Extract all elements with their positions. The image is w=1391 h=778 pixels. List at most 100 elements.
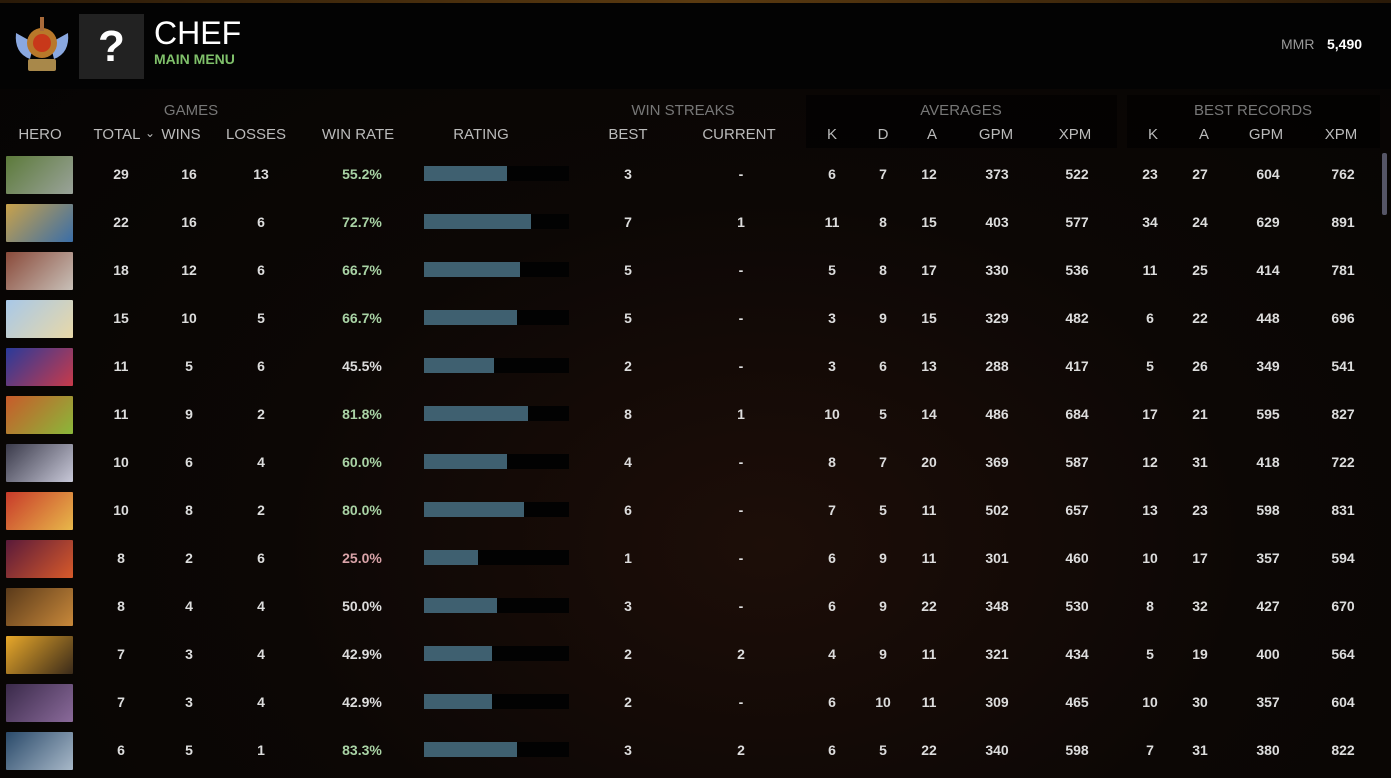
col-avg-gpm[interactable]: GPM: [978, 126, 1014, 143]
cell-k: 8: [828, 454, 836, 470]
cell-a: 11: [921, 502, 937, 518]
cell-ba: 31: [1192, 454, 1208, 470]
cell-bgpm: 418: [1256, 454, 1280, 470]
table-row[interactable]: 8 4 4 50.0% 3 - 6 9 22 348 530 8 32 427 670: [0, 583, 1380, 631]
cell-xpm: 577: [1065, 214, 1089, 230]
hero-portrait[interactable]: [6, 732, 73, 770]
cell-a: 13: [921, 358, 937, 374]
cell-bxpm: 604: [1331, 694, 1355, 710]
col-best-streak[interactable]: BEST: [608, 126, 648, 143]
cell-bgpm: 357: [1256, 694, 1280, 710]
cell-total: 6: [117, 742, 125, 758]
col-rating[interactable]: RATING: [453, 126, 509, 143]
cell-win-rate: 66.7%: [342, 310, 382, 326]
cell-a: 20: [921, 454, 937, 470]
cell-best: 1: [624, 550, 632, 566]
cell-d: 6: [879, 358, 887, 374]
table-row[interactable]: 6 5 1 83.3% 3 2 6 5 22 340 598 7 31 380 822: [0, 727, 1380, 775]
table-row[interactable]: 7 3 4 42.9% 2 2 4 9 11 321 434 5 19 400 564: [0, 631, 1380, 679]
cell-bk: 5: [1146, 646, 1154, 662]
col-best-k[interactable]: K: [1147, 126, 1159, 143]
rating-bar: [424, 358, 569, 373]
cell-bxpm: 891: [1331, 214, 1355, 230]
table-row[interactable]: 8 2 6 25.0% 1 - 6 9 11 301 460 10 17 357 594: [0, 535, 1380, 583]
cell-bk: 10: [1142, 550, 1158, 566]
cell-k: 3: [828, 310, 836, 326]
cell-d: 5: [879, 742, 887, 758]
table-row[interactable]: 18 12 6 66.7% 5 - 5 8 17 330 536 11 25 414 781: [0, 247, 1380, 295]
cell-ba: 24: [1192, 214, 1208, 230]
cell-a: 15: [921, 214, 937, 230]
col-avg-xpm[interactable]: XPM: [1058, 126, 1092, 143]
cell-wins: 5: [185, 742, 193, 758]
cell-gpm: 329: [985, 310, 1009, 326]
cell-gpm: 330: [985, 262, 1009, 278]
table-row[interactable]: 29 16 13 55.2% 3 - 6 7 12 373 522 23 27 604 762: [0, 151, 1380, 199]
hero-portrait[interactable]: [6, 252, 73, 290]
cell-win-rate: 72.7%: [342, 214, 382, 230]
hero-portrait[interactable]: [6, 444, 73, 482]
cell-bxpm: 594: [1331, 550, 1355, 566]
cell-bk: 34: [1142, 214, 1158, 230]
cell-gpm: 301: [985, 550, 1009, 566]
cell-ba: 31: [1192, 742, 1208, 758]
col-hero[interactable]: HERO: [18, 126, 62, 143]
col-wins[interactable]: WINS: [161, 126, 201, 143]
table-row[interactable]: 22 16 6 72.7% 7 1 11 8 15 403 577 34 24 629 891: [0, 199, 1380, 247]
cell-total: 15: [113, 310, 129, 326]
hero-portrait[interactable]: [6, 588, 73, 626]
table-row[interactable]: 10 6 4 60.0% 4 - 8 7 20 369 587 12 31 418 722: [0, 439, 1380, 487]
player-name: CHEF: [154, 15, 242, 51]
cell-total: 10: [113, 454, 129, 470]
cell-win-rate: 83.3%: [342, 742, 382, 758]
rating-bar: [424, 166, 569, 181]
hero-portrait[interactable]: [6, 300, 73, 338]
cell-a: 17: [921, 262, 937, 278]
col-avg-d[interactable]: D: [877, 126, 889, 143]
hero-portrait[interactable]: [6, 396, 73, 434]
col-avg-k[interactable]: K: [826, 126, 838, 143]
table-row[interactable]: 15 10 5 66.7% 5 - 3 9 15 329 482 6 22 448 696: [0, 295, 1380, 343]
player-status: MAIN MENU: [154, 51, 235, 67]
cell-k: 6: [828, 742, 836, 758]
group-games: GAMES: [163, 102, 219, 119]
col-best-a[interactable]: A: [1198, 126, 1210, 143]
scrollbar[interactable]: [1382, 153, 1387, 215]
hero-portrait[interactable]: [6, 204, 73, 242]
hero-portrait[interactable]: [6, 492, 73, 530]
cell-a: 15: [921, 310, 937, 326]
cell-bgpm: 357: [1256, 550, 1280, 566]
col-current-streak[interactable]: CURRENT: [702, 126, 776, 143]
cell-total: 7: [117, 646, 125, 662]
hero-portrait[interactable]: [6, 540, 73, 578]
table-row[interactable]: 11 9 2 81.8% 8 1 10 5 14 486 684 17 21 595 827: [0, 391, 1380, 439]
col-avg-a[interactable]: A: [926, 126, 938, 143]
col-best-xpm[interactable]: XPM: [1324, 126, 1358, 143]
cell-k: 11: [824, 214, 840, 230]
col-best-gpm[interactable]: GPM: [1248, 126, 1284, 143]
col-total[interactable]: TOTAL: [93, 126, 141, 143]
cell-bgpm: 595: [1256, 406, 1280, 422]
cell-gpm: 486: [985, 406, 1009, 422]
col-win-rate[interactable]: WIN RATE: [321, 126, 395, 143]
cell-losses: 2: [257, 502, 265, 518]
col-losses[interactable]: LOSSES: [225, 126, 287, 143]
cell-wins: 5: [185, 358, 193, 374]
player-avatar[interactable]: ?: [79, 14, 144, 79]
cell-xpm: 598: [1065, 742, 1089, 758]
hero-portrait[interactable]: [6, 156, 73, 194]
cell-bgpm: 448: [1256, 310, 1280, 326]
cell-bk: 12: [1142, 454, 1158, 470]
table-row[interactable]: 11 5 6 45.5% 2 - 3 6 13 288 417 5 26 349 541: [0, 343, 1380, 391]
rating-bar: [424, 502, 569, 517]
cell-current: -: [738, 694, 744, 710]
hero-portrait[interactable]: [6, 636, 73, 674]
hero-portrait[interactable]: [6, 348, 73, 386]
table-row[interactable]: 10 8 2 80.0% 6 - 7 5 11 502 657 13 23 598 831: [0, 487, 1380, 535]
cell-losses: 6: [257, 550, 265, 566]
cell-losses: 13: [253, 166, 269, 182]
hero-portrait[interactable]: [6, 684, 73, 722]
cell-ba: 25: [1192, 262, 1208, 278]
cell-bxpm: 827: [1331, 406, 1355, 422]
table-row[interactable]: 7 3 4 42.9% 2 - 6 10 11 309 465 10 30 357 604: [0, 679, 1380, 727]
